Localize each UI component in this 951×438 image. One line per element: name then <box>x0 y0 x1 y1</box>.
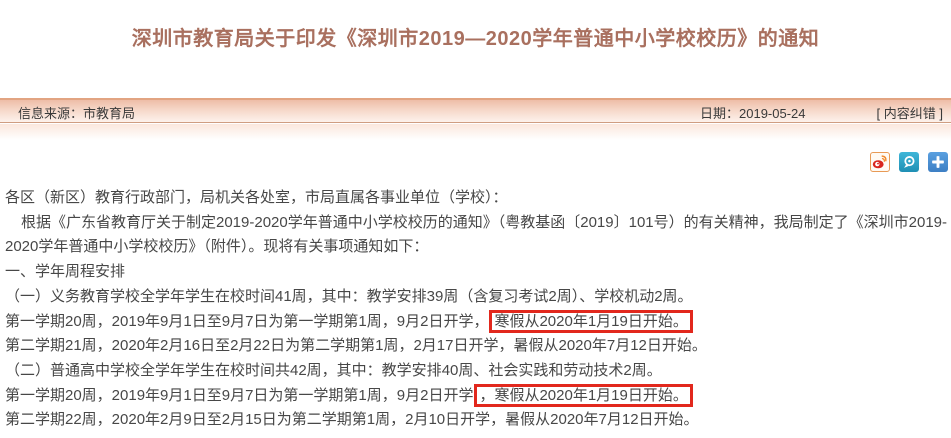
publish-date-label: 日期：2019-05-24 <box>700 106 806 121</box>
compulsory-education-summary: （一）义务教育学校全学年学生在校时间41周，其中：教学安排39周（含复习考试2周… <box>5 287 693 305</box>
section-heading-week-schedule: 一、学年周程安排 <box>5 263 126 281</box>
meta-bar: 信息来源：市教育局 日期：2019-05-24 [ 内容纠错 ] <box>0 98 951 123</box>
content-correction-link[interactable]: [ 内容纠错 ] <box>876 106 943 121</box>
tencent-weibo-glyph <box>904 156 915 168</box>
high-school-first-semester-line: 第一学期20周，2019年9月1日至9月7日为第一学期第1周，9月2日开学 ，寒假… <box>5 383 947 409</box>
info-source-label: 信息来源：市教育局 <box>18 106 136 121</box>
basis-paragraph: 根据《广东省教育厅关于制定2019-2020学年普通中小学校校历的通知》（粤教基… <box>5 213 947 256</box>
high-school-second-semester-line: 第二学期22周，2020年2月9日至2月15日为第二学期第1周，2月10日开学，… <box>5 411 699 429</box>
meta-bar-fade-strip <box>0 124 951 140</box>
recipients-line: 各区（新区）教育行政部门，局机关各处室，市局直属各事业单位（学校）： <box>5 189 508 206</box>
winter-vacation-highlight: ，寒假从2020年1月19日开始。 <box>474 383 693 407</box>
compulsory-first-semester-line: 第一学期20周，2019年9月1日至9月7日为第一学期第1周，9月2日开学， 寒假… <box>5 309 947 335</box>
share-more-icon[interactable] <box>928 152 948 172</box>
tencent-weibo-share-icon[interactable] <box>899 152 919 172</box>
sina-weibo-glyph <box>872 155 887 169</box>
notice-body: 各区（新区）教育行政部门，局机关各处室，市局直属各事业单位（学校）： 根据《广东… <box>5 186 947 433</box>
page-title: 深圳市教育局关于印发《深圳市2019—2020学年普通中小学校校历》的通知 <box>131 28 820 51</box>
share-toolbar <box>870 152 948 172</box>
winter-vacation-highlight: 寒假从2020年1月19日开始。 <box>489 309 693 333</box>
plus-glyph <box>932 156 944 168</box>
sina-weibo-share-icon[interactable] <box>870 152 890 172</box>
compulsory-second-semester-line: 第二学期21周，2020年2月16日至2月22日为第二学期第1周，2月17日开学… <box>5 337 707 355</box>
high-school-summary: （二）普通高中学校全学年学生在校时间共42周，其中：教学安排40周、社会实践和劳… <box>5 361 662 379</box>
